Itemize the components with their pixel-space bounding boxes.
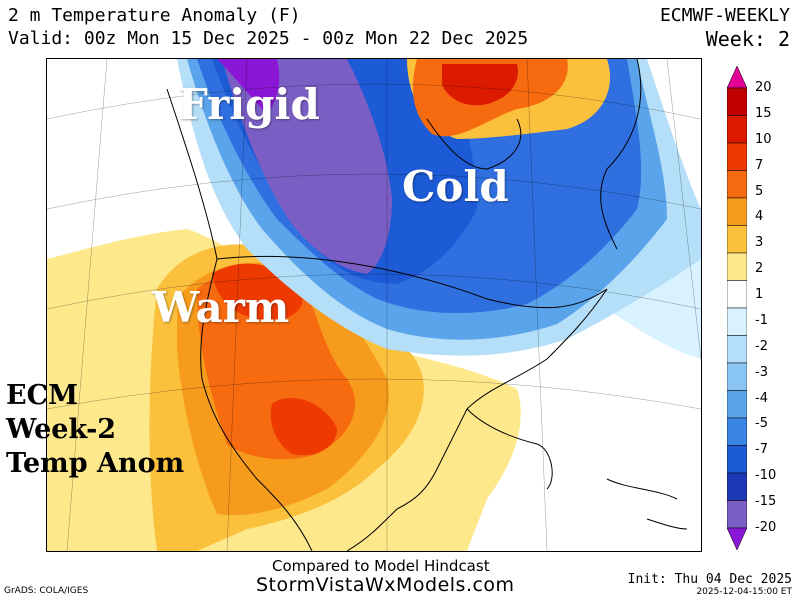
scale-swatch [727, 500, 747, 529]
anomaly-map-svg [47, 59, 701, 551]
scale-tick-label: 15 [755, 105, 772, 121]
color-scale [727, 66, 747, 550]
scale-swatch [727, 142, 747, 171]
scale-swatch [727, 197, 747, 226]
scale-arrow-top [727, 66, 747, 89]
site-name: StormVistaWxModels.com [256, 574, 515, 596]
cold-label: Cold [402, 162, 509, 211]
valid-period: Valid: 00z Mon 15 Dec 2025 - 00z Mon 22 … [8, 28, 529, 49]
scale-tick-label: 5 [755, 183, 764, 199]
scale-swatch [727, 115, 747, 144]
init-time: Init: Thu 04 Dec 2025 [627, 572, 792, 587]
anomaly-frigid-area [222, 59, 392, 274]
scale-swatch [727, 335, 747, 364]
corner-label-line-1: ECM [6, 380, 78, 411]
scale-tick-label: 20 [755, 80, 772, 95]
scale-swatch [727, 225, 747, 254]
scale-tick-label: -15 [755, 494, 777, 510]
model-name: ECMWF-WEEKLY [659, 5, 790, 26]
scale-tick-label: -10 [755, 468, 777, 484]
scale-tick-label: -7 [755, 442, 768, 458]
scale-tick-label: -3 [755, 364, 768, 380]
scale-swatch [727, 307, 747, 336]
map-title: 2 m Temperature Anomaly (F) [8, 5, 301, 26]
scale-tick-label: -5 [755, 416, 768, 432]
compared-note: Compared to Model Hindcast [272, 557, 490, 575]
scale-swatch [727, 280, 747, 309]
scale-tick-label: -20 [755, 520, 777, 535]
anomaly-ne-red [442, 64, 518, 106]
scale-tick-label: 4 [755, 209, 764, 225]
scale-swatch [727, 445, 747, 474]
anomaly-map [46, 58, 702, 552]
scale-tick-label: -4 [755, 390, 768, 406]
anomaly-red-area [212, 263, 337, 456]
anomaly-frigid-core [217, 59, 280, 114]
scale-tick-label: 1 [755, 287, 764, 303]
scale-swatch [727, 472, 747, 501]
scale-tick-label: 2 [755, 261, 764, 277]
scale-swatch [727, 170, 747, 199]
map-graticule [47, 59, 701, 551]
scale-tick-label: 3 [755, 235, 764, 251]
scale-tick-label: 10 [755, 131, 772, 147]
scale-tick-label: 7 [755, 157, 764, 173]
grads-credit: GrADS: COLA/IGES [4, 586, 89, 596]
frigid-label: Frigid [178, 80, 320, 129]
scale-swatch [727, 87, 747, 116]
scale-tick-label: -1 [755, 312, 768, 328]
scale-swatch [727, 390, 747, 419]
warm-label: Warm [152, 283, 290, 332]
corner-label-line-3: Temp Anom [6, 448, 185, 479]
corner-label-line-2: Week-2 [6, 414, 117, 445]
scale-swatch [727, 417, 747, 446]
scale-tick-label: -2 [755, 338, 768, 354]
forecast-week: Week: 2 [705, 27, 790, 51]
scale-swatch [727, 362, 747, 391]
coastlines [166, 59, 688, 551]
timestamp: 2025-12-04-15:00 ET [696, 587, 792, 597]
scale-arrow-bottom [727, 527, 747, 550]
scale-swatch [727, 252, 747, 281]
